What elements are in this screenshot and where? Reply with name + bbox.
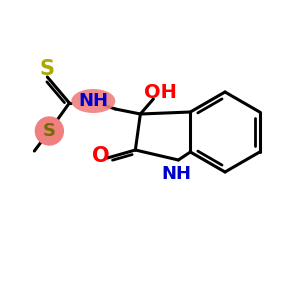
Text: NH: NH [161,165,191,183]
Text: S: S [43,122,56,140]
Ellipse shape [71,89,116,113]
Text: O: O [92,146,109,166]
Text: S: S [40,59,55,79]
Text: NH: NH [78,92,108,110]
Circle shape [35,117,63,145]
Text: OH: OH [144,82,177,101]
